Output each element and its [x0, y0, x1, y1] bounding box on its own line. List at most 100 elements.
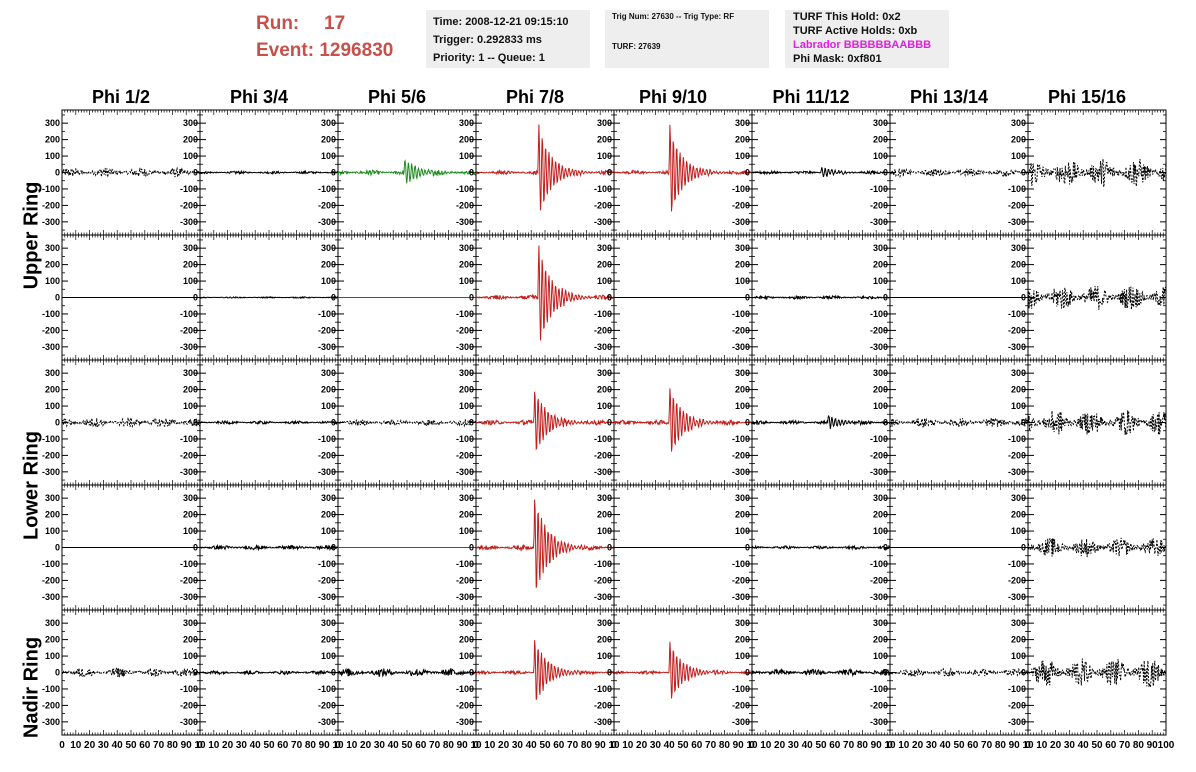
y-tick-label: -100	[318, 559, 336, 569]
column-header-phi-9-10: Phi 9/10	[638, 87, 708, 107]
y-tick-label: 200	[1011, 260, 1026, 270]
y-tick-label: 0	[55, 418, 60, 428]
y-tick-label: -100	[1008, 559, 1026, 569]
y-tick-label: 0	[55, 293, 60, 303]
y-tick-label: 0	[331, 168, 336, 178]
y-tick-label: -300	[456, 717, 474, 727]
turf-text: TURF: 27639	[612, 42, 661, 51]
y-tick-label: -100	[1008, 434, 1026, 444]
y-tick-label: 200	[45, 635, 60, 645]
y-tick-label: 300	[597, 118, 612, 128]
y-tick-label: -300	[42, 467, 60, 477]
y-tick-label: 300	[183, 493, 198, 503]
y-tick-label: 100	[1011, 151, 1026, 161]
y-tick-label: 100	[1011, 526, 1026, 536]
y-tick-label: 100	[459, 151, 474, 161]
y-tick-label: 100	[873, 151, 888, 161]
y-tick-label: 300	[1011, 118, 1026, 128]
y-tick-label: 100	[321, 276, 336, 286]
y-tick-label: 0	[469, 293, 474, 303]
y-tick-label: 100	[597, 151, 612, 161]
y-tick-label: 200	[321, 135, 336, 145]
y-tick-label: 300	[597, 243, 612, 253]
y-tick-label: 100	[321, 651, 336, 661]
y-tick-label: -100	[870, 434, 888, 444]
y-tick-label: 200	[459, 635, 474, 645]
y-tick-label: 300	[597, 493, 612, 503]
y-tick-label: 100	[183, 401, 198, 411]
y-tick-label: -100	[42, 184, 60, 194]
y-tick-label: 200	[735, 260, 750, 270]
y-tick-label: -100	[870, 559, 888, 569]
y-tick-label: 300	[183, 243, 198, 253]
waveform-trace	[889, 417, 1029, 428]
turf-active-text: TURF Active Holds: 0xb	[793, 25, 918, 37]
y-tick-label: -200	[456, 200, 474, 210]
y-tick-label: 100	[735, 151, 750, 161]
y-tick-label: 300	[321, 618, 336, 628]
y-tick-label: 100	[459, 401, 474, 411]
y-tick-label: -100	[318, 309, 336, 319]
y-tick-label: 300	[183, 368, 198, 378]
y-tick-label: -200	[1008, 325, 1026, 335]
waveform-trace	[61, 667, 201, 678]
y-tick-label: -100	[594, 559, 612, 569]
column-header-phi-15-16: Phi 15/16	[1047, 87, 1127, 107]
y-tick-label: -300	[594, 467, 612, 477]
y-tick-label: -300	[42, 592, 60, 602]
waveform-trace	[613, 124, 752, 212]
y-tick-label: -100	[318, 434, 336, 444]
y-tick-label: -100	[180, 684, 198, 694]
y-tick-label: -300	[180, 342, 198, 352]
waveform-trace	[475, 124, 615, 211]
y-tick-label: -100	[456, 184, 474, 194]
y-tick-label: -100	[42, 559, 60, 569]
y-tick-label: 0	[331, 543, 336, 553]
y-tick-label: 300	[45, 368, 60, 378]
y-tick-label: 200	[183, 635, 198, 645]
y-tick-label: 200	[597, 260, 612, 270]
y-tick-label: 200	[597, 135, 612, 145]
turf-hold-text: TURF This Hold: 0x2	[793, 11, 901, 23]
y-tick-label: -300	[1008, 592, 1026, 602]
y-tick-label: 300	[873, 118, 888, 128]
y-tick-label: -300	[42, 342, 60, 352]
y-tick-label: -100	[180, 309, 198, 319]
y-tick-label: 100	[597, 526, 612, 536]
column-header-phi-1-2: Phi 1/2	[91, 87, 151, 107]
y-tick-label: 200	[873, 385, 888, 395]
y-tick-label: -300	[318, 592, 336, 602]
y-tick-label: -100	[594, 309, 612, 319]
y-tick-label: -300	[870, 217, 888, 227]
y-tick-label: 300	[321, 243, 336, 253]
y-tick-label: 100	[45, 526, 60, 536]
waveform-trace	[475, 499, 615, 588]
y-tick-label: 100	[183, 651, 198, 661]
y-tick-label: -100	[594, 434, 612, 444]
y-tick-label: -200	[594, 575, 612, 585]
y-tick-label: 100	[735, 401, 750, 411]
y-tick-label: 200	[1011, 510, 1026, 520]
y-tick-label: 200	[873, 135, 888, 145]
y-tick-label: -300	[318, 717, 336, 727]
y-tick-label: -200	[732, 575, 750, 585]
y-tick-label: -300	[732, 342, 750, 352]
y-tick-label: -300	[870, 342, 888, 352]
y-tick-label: 0	[745, 293, 750, 303]
y-tick-label: 200	[321, 385, 336, 395]
y-tick-label: -100	[732, 309, 750, 319]
trig-num-box: Trig Num: 27630 -- Trig Type: RF TURF: 2…	[605, 10, 769, 68]
y-tick-label: 0	[745, 168, 750, 178]
waveform-trace	[1027, 158, 1167, 188]
waveform-trace	[61, 416, 201, 428]
y-tick-label: 200	[735, 510, 750, 520]
y-tick-label: 300	[183, 118, 198, 128]
run-label: Run:	[256, 13, 300, 34]
y-tick-label: 0	[607, 293, 612, 303]
y-tick-label: -300	[594, 342, 612, 352]
labrador-text: Labrador BBBBBBAABBB	[793, 39, 932, 51]
waveform-trace	[889, 166, 1029, 178]
y-tick-label: 0	[193, 293, 198, 303]
y-tick-label: 0	[1021, 418, 1026, 428]
y-tick-label: -100	[456, 684, 474, 694]
